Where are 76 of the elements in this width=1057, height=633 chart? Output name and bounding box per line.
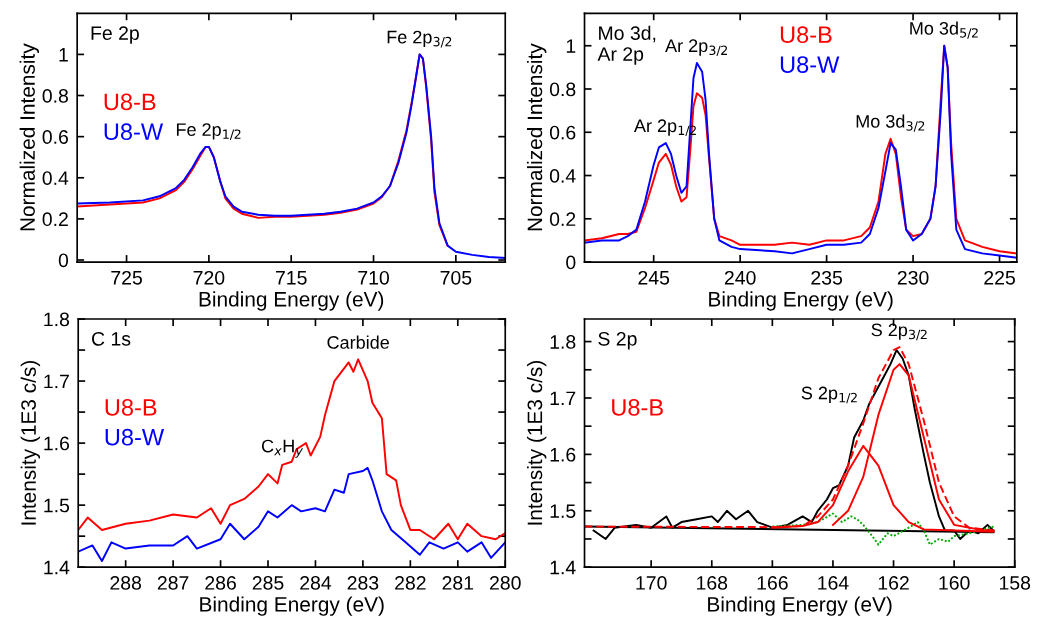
annotation: Fe 2p$_{1/2}$ [176, 123, 241, 140]
y-tick-label: 0.6 [549, 125, 576, 140]
series-label: U8-W [104, 123, 164, 141]
y-tick-label: 0.4 [549, 169, 576, 183]
x-axis-title: Binding Energy (eV) [200, 596, 384, 616]
annotation: Ar 2p$_{3/2}$ [665, 39, 727, 57]
x-tick-label: 230 [897, 270, 929, 285]
y-tick-label: 1.5 [550, 504, 576, 519]
annotation: Carbide [327, 335, 389, 349]
y-tick-label: 1.7 [44, 374, 69, 389]
annotation: Mo 3d$_{3/2}$ [856, 114, 925, 132]
y-tick-label: 0.4 [42, 171, 69, 186]
x-tick-label: 240 [724, 270, 756, 285]
y-tick-label: 1 [566, 39, 576, 53]
y-tick-label: 1.8 [44, 312, 70, 327]
x-tick-label: 284 [300, 576, 332, 590]
x-tick-label: 162 [878, 576, 909, 590]
x-tick-label: 705 [440, 270, 472, 285]
y-axis-title: Intensity (1E3 c/s) [20, 361, 41, 525]
text: U8-W [780, 56, 840, 73]
y-tick-label: 1.8 [550, 335, 576, 349]
y-tick-label: 0.2 [42, 212, 68, 227]
x-tick-label: 166 [757, 576, 788, 590]
text: U8-B [104, 93, 156, 111]
text: U8-B [105, 399, 157, 416]
y-tick-label: 1 [59, 48, 68, 62]
x-tick-label: 225 [984, 270, 1015, 285]
annotation: C$_{x}$H$_{y}$ [261, 439, 304, 458]
y-axis-title: Intensity (1E3 c/s) [526, 361, 547, 525]
x-tick-label: 720 [193, 270, 225, 285]
y-tick-label: 0.6 [42, 130, 68, 144]
text: Fe 2p [91, 26, 139, 44]
y-axis-title: Normalized Intensity [19, 43, 40, 231]
y-tick-label: 1.6 [44, 436, 70, 451]
x-tick-label: 158 [999, 576, 1031, 590]
x-tick-label: 160 [939, 576, 970, 590]
y-tick-label: 1.7 [550, 391, 576, 406]
annotation: Mo 3d$_{5/2}$ [910, 21, 978, 39]
x-tick-label: 286 [205, 576, 236, 590]
x-tick-label: 235 [811, 270, 843, 285]
y-tick-label: 1.6 [550, 447, 576, 462]
text: Mo 3d, Ar 2p [597, 25, 656, 65]
x-tick-label: 283 [347, 576, 379, 590]
x-tick-label: 164 [818, 576, 849, 590]
x-tick-label: 282 [395, 576, 426, 590]
x-tick-label: 281 [442, 576, 474, 590]
text: S 2p [598, 331, 637, 350]
text: U8-B [780, 26, 832, 44]
y-tick-label: 1.5 [44, 498, 70, 513]
x-tick-label: 280 [490, 576, 521, 590]
x-tick-label: 287 [157, 576, 189, 590]
annotation: S 2p$_{1/2}$ [801, 386, 857, 404]
y-tick-label: 0.2 [549, 212, 576, 227]
x-tick-label: 170 [636, 576, 667, 590]
x-tick-label: 725 [111, 270, 142, 285]
y-tick-label: 0.8 [549, 82, 576, 97]
x-axis-title: Binding Energy (eV) [199, 291, 384, 311]
x-tick-label: 710 [358, 270, 389, 285]
y-tick-label: 1.4 [550, 560, 576, 575]
text: U8-W [105, 428, 165, 446]
x-tick-label: 245 [638, 270, 670, 285]
y-tick-label: 1.4 [44, 560, 70, 575]
text: C 1s [92, 331, 131, 346]
text: U8-B [612, 399, 663, 416]
x-tick-label: 288 [110, 576, 142, 590]
x-axis-title: Binding Energy (eV) [709, 291, 893, 311]
annotation: S 2p$_{3/2}$ [871, 323, 927, 341]
y-tick-label: 0 [566, 255, 576, 270]
x-tick-label: 285 [252, 576, 284, 590]
x-axis-title: Binding Energy (eV) [708, 596, 892, 616]
x-tick-label: 168 [697, 576, 728, 590]
y-tick-label: 0.8 [42, 89, 68, 103]
y-tick-label: 0 [58, 253, 69, 268]
y-axis-title: Normalized Intensity [526, 43, 547, 231]
annotation: Fe 2p$_{3/2}$ [387, 30, 452, 48]
x-tick-label: 715 [275, 271, 307, 285]
